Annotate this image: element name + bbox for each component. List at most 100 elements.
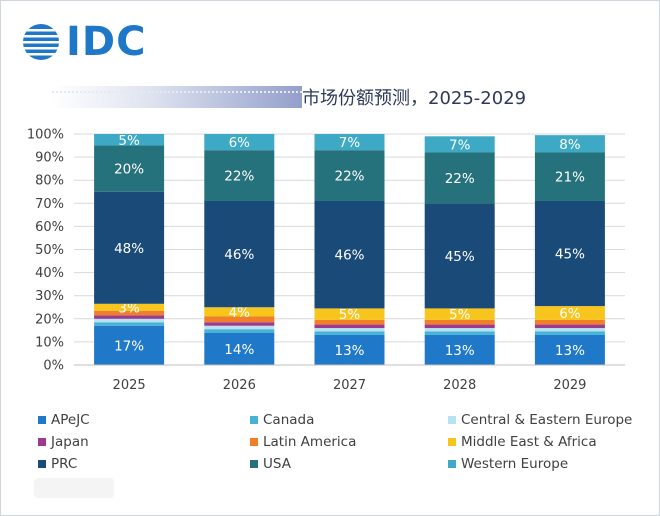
legend-swatch (448, 438, 456, 446)
bar-segment (94, 145, 165, 192)
data-label: 5% (118, 133, 140, 149)
legend-label: APeJC (51, 412, 90, 428)
y-tick-label: 10% (35, 335, 64, 350)
y-tick-label: 60% (35, 220, 64, 235)
x-tick-label: 2029 (553, 378, 586, 393)
bar-segment (314, 328, 385, 332)
bar-segment (204, 307, 275, 317)
legend-label: PRC (51, 456, 78, 472)
y-tick-label: 90% (35, 151, 64, 166)
bar-segment (534, 306, 605, 320)
chart-title: 市场份额预测，2025-2029 (302, 88, 527, 109)
legend-label: USA (263, 456, 291, 472)
data-label: 7% (449, 137, 471, 153)
data-label: 45% (555, 247, 585, 263)
legend-item: USA (250, 456, 291, 472)
bar-segment (204, 200, 275, 308)
bar-segment (534, 331, 605, 335)
bar-segment (204, 329, 275, 333)
legend-label: Canada (263, 412, 315, 428)
bar-segment (204, 150, 275, 201)
blurred-footer (34, 478, 114, 498)
bar-segment (314, 308, 385, 320)
legend-swatch (448, 416, 456, 424)
legend-swatch (38, 438, 46, 446)
data-label: 7% (339, 135, 361, 151)
bar-segment (94, 191, 165, 304)
y-tick-label: 40% (35, 266, 64, 281)
legend-item: APeJC (38, 412, 90, 428)
bar-segment (424, 152, 495, 204)
bar-segment (424, 331, 495, 335)
data-label: 20% (114, 162, 144, 178)
y-tick-label: 80% (35, 174, 64, 189)
bar-segment (424, 328, 495, 332)
legend-label: Western Europe (461, 456, 569, 472)
data-label: 22% (445, 171, 475, 187)
bar-segment (94, 310, 165, 316)
bar-segment (534, 334, 605, 365)
bar-segment (204, 332, 275, 365)
bar-segment (314, 319, 385, 325)
data-label: 46% (334, 248, 364, 264)
data-label: 6% (229, 135, 251, 151)
bar-segment (424, 308, 495, 320)
bar-segment (314, 331, 385, 335)
data-label: 14% (224, 342, 254, 358)
bar-segment (204, 322, 275, 326)
data-label: 13% (555, 343, 585, 359)
x-tick-label: 2026 (223, 378, 256, 393)
bar-segment (424, 324, 495, 329)
data-label: 5% (449, 307, 471, 323)
bar-segment (94, 315, 165, 319)
bar-segment (314, 324, 385, 329)
data-label: 46% (224, 247, 254, 263)
legend-item: Canada (250, 412, 314, 428)
bar-segment (94, 325, 165, 365)
bar-segment (204, 316, 275, 323)
legend-label: Latin America (263, 434, 357, 450)
bar-segment (534, 135, 605, 153)
bar-segment (534, 200, 605, 307)
bar-segment (204, 325, 275, 330)
data-label: 22% (224, 169, 254, 185)
data-label: 21% (555, 170, 585, 186)
legend-item: Latin America (250, 434, 356, 450)
y-tick-label: 70% (35, 197, 64, 212)
bar-segment (94, 134, 165, 146)
y-tick-label: 50% (35, 243, 64, 258)
data-label: 6% (559, 306, 581, 322)
y-tick-label: 0% (43, 359, 64, 374)
x-tick-label: 2028 (443, 378, 476, 393)
bar-segment (314, 150, 385, 201)
bar-segment (424, 203, 495, 309)
globe-icon (23, 24, 59, 60)
logo-text: IDC (66, 19, 147, 65)
bar-segment (534, 324, 605, 329)
data-label: 13% (334, 343, 364, 359)
data-label: 22% (334, 169, 364, 185)
bar-segment (94, 318, 165, 323)
x-tick-label: 2025 (113, 378, 146, 393)
bar-segment (94, 303, 165, 311)
bar-segment (204, 134, 275, 151)
legend-label: Middle East & Africa (461, 434, 597, 450)
legend-label: Japan (51, 434, 89, 450)
idc-logo: IDC (22, 22, 146, 62)
data-label: 13% (445, 343, 475, 359)
y-tick-label: 30% (35, 289, 64, 304)
legend-item: Central & Eastern Europe (448, 412, 632, 428)
data-label: 5% (339, 307, 361, 323)
legend-item: Middle East & Africa (448, 434, 597, 450)
legend-label: Central & Eastern Europe (461, 412, 633, 428)
data-label: 8% (559, 137, 581, 153)
bar-segment (314, 334, 385, 365)
data-label: 45% (445, 249, 475, 265)
bar-segment (314, 134, 385, 151)
legend-swatch (250, 416, 258, 424)
legend-swatch (38, 416, 46, 424)
legend-item: PRC (38, 456, 77, 472)
bar-segment (534, 152, 605, 201)
data-label: 4% (229, 305, 251, 321)
